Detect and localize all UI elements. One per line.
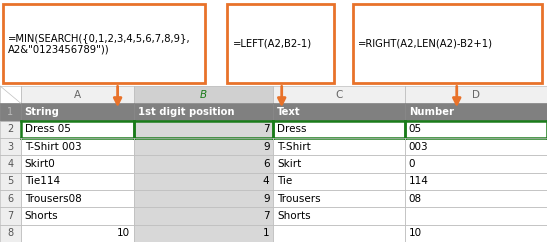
- Text: 0: 0: [409, 159, 415, 169]
- Bar: [21, 138, 134, 155]
- Bar: [405, 225, 547, 242]
- Text: 10: 10: [409, 228, 422, 238]
- Bar: [0, 155, 21, 173]
- Text: 05: 05: [409, 124, 422, 134]
- Bar: [0, 86, 21, 103]
- Bar: [134, 138, 274, 155]
- FancyBboxPatch shape: [227, 4, 334, 83]
- Bar: [0, 103, 21, 121]
- Bar: [405, 155, 547, 173]
- Bar: [21, 86, 134, 103]
- Bar: [21, 103, 134, 121]
- FancyBboxPatch shape: [3, 4, 205, 83]
- Bar: [274, 207, 405, 225]
- Text: 7: 7: [7, 211, 14, 221]
- Text: Skirt0: Skirt0: [25, 159, 55, 169]
- Bar: [405, 207, 547, 225]
- Bar: [21, 207, 134, 225]
- Bar: [274, 173, 405, 190]
- Text: A: A: [74, 90, 81, 99]
- Bar: [405, 103, 547, 121]
- Text: 1: 1: [7, 107, 14, 117]
- Text: 10: 10: [117, 228, 130, 238]
- Text: 6: 6: [263, 159, 270, 169]
- Bar: [0, 173, 21, 190]
- Bar: [21, 155, 134, 173]
- Bar: [21, 190, 134, 207]
- Text: T-Shirt: T-Shirt: [277, 142, 311, 151]
- Text: 9: 9: [263, 142, 270, 151]
- Bar: [405, 138, 547, 155]
- Text: 114: 114: [409, 176, 429, 186]
- Text: Tie: Tie: [277, 176, 293, 186]
- Text: Shorts: Shorts: [277, 211, 311, 221]
- Bar: [405, 121, 547, 138]
- Text: Trousers08: Trousers08: [25, 194, 82, 204]
- Bar: [134, 155, 274, 173]
- Bar: [274, 138, 405, 155]
- Bar: [21, 173, 134, 190]
- Bar: [274, 190, 405, 207]
- Text: Trousers: Trousers: [277, 194, 321, 204]
- Text: 4: 4: [7, 159, 14, 169]
- Bar: [405, 190, 547, 207]
- Text: Dress 05: Dress 05: [25, 124, 71, 134]
- Text: C: C: [335, 90, 343, 99]
- Text: Tie114: Tie114: [25, 176, 60, 186]
- FancyBboxPatch shape: [353, 4, 542, 83]
- Text: =RIGHT(A2,LEN(A2)-B2+1): =RIGHT(A2,LEN(A2)-B2+1): [358, 38, 493, 49]
- Bar: [21, 225, 134, 242]
- Text: =MIN(SEARCH({0,1,2,3,4,5,6,7,8,9},
A2&"0123456789")): =MIN(SEARCH({0,1,2,3,4,5,6,7,8,9}, A2&"0…: [8, 33, 191, 54]
- Bar: [274, 155, 405, 173]
- Text: 7: 7: [263, 124, 270, 134]
- Text: Shorts: Shorts: [25, 211, 58, 221]
- Text: B: B: [200, 90, 207, 99]
- Bar: [0, 225, 21, 242]
- Bar: [0, 121, 21, 138]
- Bar: [21, 121, 134, 138]
- Bar: [134, 225, 274, 242]
- Bar: [274, 103, 405, 121]
- Text: 8: 8: [7, 228, 14, 238]
- Bar: [274, 121, 405, 138]
- Text: 08: 08: [409, 194, 422, 204]
- Bar: [134, 190, 274, 207]
- Text: 6: 6: [7, 194, 14, 204]
- Text: D: D: [472, 90, 480, 99]
- Text: Text: Text: [277, 107, 301, 117]
- Text: 4: 4: [263, 176, 270, 186]
- Bar: [134, 86, 274, 103]
- Text: String: String: [25, 107, 60, 117]
- Text: T-Shirt 003: T-Shirt 003: [25, 142, 82, 151]
- Text: Number: Number: [409, 107, 454, 117]
- Text: 2: 2: [7, 124, 14, 134]
- Bar: [274, 225, 405, 242]
- Bar: [134, 173, 274, 190]
- Text: Skirt: Skirt: [277, 159, 301, 169]
- Text: 1: 1: [263, 228, 270, 238]
- Bar: [0, 190, 21, 207]
- Bar: [134, 121, 274, 138]
- Text: 3: 3: [7, 142, 14, 151]
- Text: 7: 7: [263, 211, 270, 221]
- Bar: [134, 207, 274, 225]
- Text: 9: 9: [263, 194, 270, 204]
- Text: 003: 003: [409, 142, 428, 151]
- Bar: [405, 173, 547, 190]
- Bar: [405, 86, 547, 103]
- Text: =LEFT(A2,B2-1): =LEFT(A2,B2-1): [232, 38, 312, 49]
- Bar: [134, 103, 274, 121]
- Text: 1st digit position: 1st digit position: [138, 107, 234, 117]
- Bar: [0, 207, 21, 225]
- Bar: [274, 86, 405, 103]
- Text: Dress: Dress: [277, 124, 307, 134]
- Text: 5: 5: [7, 176, 14, 186]
- Bar: [0, 138, 21, 155]
